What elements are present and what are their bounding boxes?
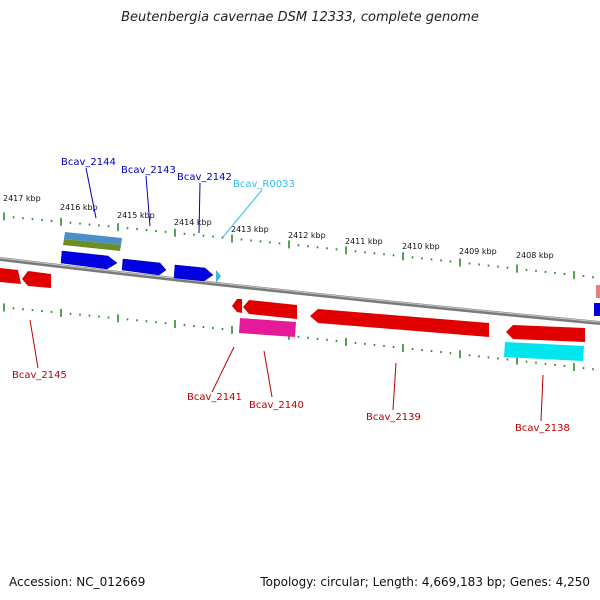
gene-bcav-2146[interactable] [0, 268, 21, 284]
label-bcav-2141[interactable]: Bcav_2141 [187, 392, 242, 403]
genome-backbone [0, 257, 600, 325]
label-bcav-2139[interactable]: Bcav_2139 [366, 412, 421, 423]
gene-bcav-2143[interactable] [121, 258, 167, 276]
label-bcav-2140[interactable]: Bcav_2140 [249, 400, 304, 411]
gene-bcav-2141[interactable] [232, 299, 242, 313]
label-leaders [29, 167, 544, 422]
scale-label-2412: 2412 kbp [288, 231, 326, 240]
accession-text: Accession: NC_012669 [9, 575, 146, 589]
scale-ticks-upper [3, 212, 594, 280]
gene-bcav-2140-arrow[interactable] [243, 300, 297, 319]
feature-bar-cyan [504, 342, 584, 361]
leader-bcav-2145 [29, 319, 39, 369]
leader-bcav-2138 [540, 374, 544, 422]
feature-bar-pink [239, 318, 296, 337]
scale-label-2408: 2408 kbp [516, 251, 554, 260]
scale-label-2415: 2415 kbp [117, 211, 155, 220]
scale-labels: 2417 kbp 2416 kbp 2415 kbp 2414 kbp 2413… [3, 194, 554, 260]
leader-bcav-2144 [85, 167, 97, 219]
label-bcav-2144[interactable]: Bcav_2144 [61, 157, 116, 168]
scale-label-2414: 2414 kbp [174, 218, 212, 227]
scale-label-2410: 2410 kbp [402, 242, 440, 251]
feature-bar-blue [64, 232, 122, 245]
label-bcav-2142[interactable]: Bcav_2142 [177, 172, 232, 183]
genome-backbone-highlight [0, 257, 600, 323]
reverse-genes [0, 268, 600, 342]
label-bcav-r0033[interactable]: Bcav_R0033 [233, 179, 295, 190]
label-bcav-2145[interactable]: Bcav_2145 [12, 370, 67, 381]
leader-bcav-2141 [211, 346, 235, 393]
gene-edge-reverse[interactable] [596, 285, 600, 298]
label-bcav-2143[interactable]: Bcav_2143 [121, 165, 176, 176]
map-title: Beutenbergia cavernae DSM 12333, complet… [121, 10, 479, 25]
label-bcav-2138[interactable]: Bcav_2138 [515, 423, 570, 434]
feature-bar-olive [63, 239, 121, 251]
gene-edge-forward[interactable] [594, 303, 600, 316]
forward-genes [60, 250, 600, 316]
topology-text: Topology: circular; Length: 4,669,183 bp… [260, 575, 590, 589]
leader-bcav-2139 [392, 362, 397, 411]
leader-bcav-2142 [198, 182, 201, 234]
gene-feature-bars [63, 232, 122, 251]
leader-bcav-2143 [145, 175, 151, 227]
leader-bcav-2140 [263, 350, 273, 398]
leader-bcav-r0033 [222, 189, 263, 238]
scale-label-2411: 2411 kbp [345, 237, 383, 246]
gene-bcav-2145[interactable] [22, 271, 51, 288]
gene-labels: Bcav_2144 Bcav_2143 Bcav_2142 Bcav_R0033… [12, 157, 570, 434]
scale-label-2413: 2413 kbp [231, 225, 269, 234]
scale-label-2417: 2417 kbp [3, 194, 41, 203]
gene-bcav-2139[interactable] [310, 309, 489, 337]
gene-bcav-2138[interactable] [506, 325, 585, 342]
gene-bcav-r0033[interactable] [216, 270, 221, 283]
scale-label-2416: 2416 kbp [60, 203, 98, 212]
gene-bcav-2144[interactable] [60, 250, 118, 270]
gene-bcav-2142[interactable] [173, 264, 214, 282]
scale-label-2409: 2409 kbp [459, 247, 497, 256]
